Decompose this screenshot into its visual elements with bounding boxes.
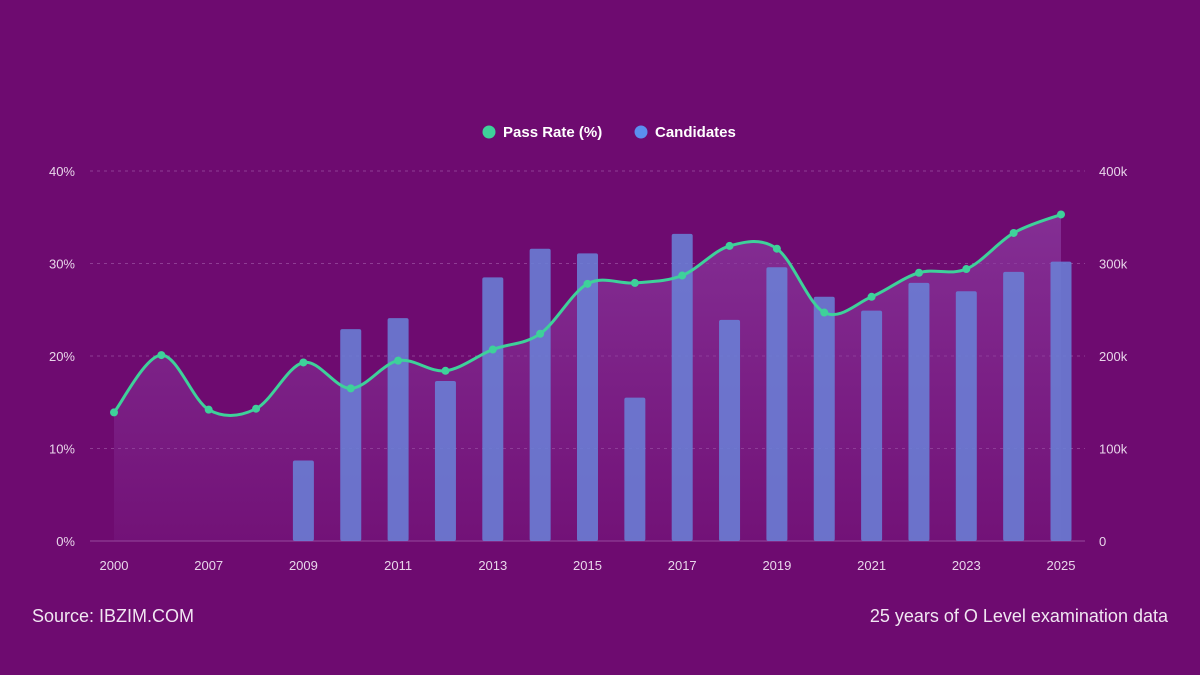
x-tick-label: 2023 — [952, 558, 981, 573]
right-axis: 0 100k 200k 300k 400k — [1099, 164, 1128, 549]
pass-rate-point — [820, 308, 829, 317]
x-tick-label: 2000 — [100, 558, 129, 573]
left-tick-label: 30% — [49, 257, 75, 272]
pass-rate-point — [630, 278, 639, 287]
right-tick-label: 0 — [1099, 534, 1106, 549]
legend-pass-rate-label: Pass Rate (%) — [503, 124, 602, 141]
candidates-bars — [292, 233, 1072, 541]
candidates-bar — [1003, 271, 1025, 541]
candidates-bar — [766, 267, 788, 541]
source-note: Source: IBZIM.COM — [32, 606, 195, 626]
left-tick-label: 40% — [49, 164, 75, 179]
pass-rate-point — [867, 292, 876, 301]
right-tick-label: 400k — [1099, 164, 1128, 179]
pass-rate-point — [299, 358, 308, 367]
pass-rate-point — [157, 351, 166, 360]
pass-rate-point — [441, 366, 450, 375]
pass-rate-point — [346, 384, 355, 393]
pass-rate-point — [204, 405, 213, 414]
left-axis: 0% 10% 20% 30% 40% — [49, 164, 75, 549]
legend: Pass Rate (%) Candidates — [482, 124, 736, 141]
candidates-bar — [529, 248, 551, 541]
pass-rate-point — [1009, 228, 1018, 237]
pass-rate-point — [914, 268, 923, 277]
pass-rate-point — [725, 241, 734, 250]
right-tick-label: 200k — [1099, 349, 1128, 364]
candidates-bar — [482, 277, 504, 541]
candidates-bar — [577, 253, 598, 541]
pass-rate-point — [536, 329, 545, 338]
x-tick-label: 2021 — [857, 558, 886, 573]
left-tick-label: 0% — [56, 534, 75, 549]
pass-rate-point — [1057, 210, 1065, 219]
x-tick-label: 2019 — [762, 558, 791, 573]
candidates-bar — [861, 310, 883, 541]
right-tick-label: 300k — [1099, 257, 1128, 272]
pass-rate-point — [962, 265, 971, 274]
x-tick-label: 2025 — [1047, 558, 1076, 573]
candidates-bar — [624, 397, 646, 541]
pass-rate-points — [110, 210, 1065, 417]
candidates-bar — [908, 282, 930, 541]
pass-rate-point — [678, 271, 687, 280]
candidates-bar — [671, 233, 693, 541]
x-axis: 2000 2007 2009 2011 2013 2015 2017 2019 2021 2023… — [100, 558, 1076, 573]
candidates-bar — [387, 318, 409, 541]
candidates-bar — [340, 329, 362, 541]
candidates-bar — [813, 296, 835, 541]
left-tick-label: 20% — [49, 349, 75, 364]
candidates-bar — [434, 380, 456, 541]
pass-rate-point — [583, 279, 592, 288]
legend-pass-rate-marker — [482, 125, 496, 139]
legend-candidates-marker — [634, 125, 648, 139]
x-tick-label: 2009 — [289, 558, 318, 573]
x-tick-label: 2017 — [668, 558, 697, 573]
pass-rate-point — [252, 404, 261, 413]
right-tick-label: 100k — [1099, 442, 1128, 457]
left-tick-label: 10% — [49, 442, 75, 457]
x-tick-label: 2007 — [194, 558, 223, 573]
pass-rate-point — [772, 244, 781, 253]
candidates-bar — [1050, 261, 1072, 541]
x-tick-label: 2013 — [478, 558, 507, 573]
caption: 25 years of O Level examination data — [869, 606, 1168, 626]
candidates-bar — [719, 319, 741, 541]
pass-rate-point — [110, 408, 118, 417]
pass-rate-point — [488, 345, 497, 354]
legend-candidates-label: Candidates — [655, 124, 736, 141]
pass-rate-point — [394, 356, 403, 365]
x-tick-label: 2011 — [384, 558, 412, 573]
candidates-bar — [955, 291, 977, 541]
candidates-bar — [292, 460, 314, 541]
x-tick-label: 2015 — [573, 558, 602, 573]
